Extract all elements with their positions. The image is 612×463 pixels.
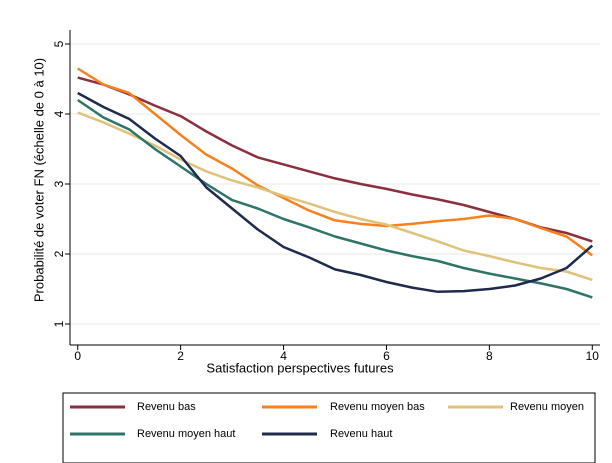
y-tick-label: 5 [52, 40, 66, 47]
legend-label: Revenu haut [330, 428, 392, 440]
legend-label: Revenu moyen [510, 401, 584, 413]
x-tick-label: 10 [586, 349, 600, 363]
y-tick-label: 4 [52, 110, 66, 117]
x-tick-label: 4 [280, 349, 287, 363]
x-tick-label: 2 [177, 349, 184, 363]
legend-label: Revenu moyen bas [330, 401, 425, 413]
line-series [77, 91, 594, 294]
y-tick-label: 2 [52, 250, 66, 257]
x-tick-label: 6 [383, 349, 390, 363]
legend-box [62, 392, 596, 463]
legend-label: Revenu bas [137, 401, 196, 413]
x-tick-label: 8 [486, 349, 493, 363]
line-series [77, 111, 593, 282]
y-tick-label: 3 [52, 180, 66, 187]
y-tick-label: 1 [52, 320, 66, 327]
x-tick-label: 0 [74, 349, 81, 363]
y-axis-label: Probabilité de voter FN (échelle de 0 à … [31, 58, 46, 302]
line-series [77, 98, 593, 299]
legend-label: Revenu moyen haut [137, 428, 235, 440]
line-series [77, 67, 594, 257]
x-axis-label: Satisfaction perspectives futures [206, 360, 394, 375]
